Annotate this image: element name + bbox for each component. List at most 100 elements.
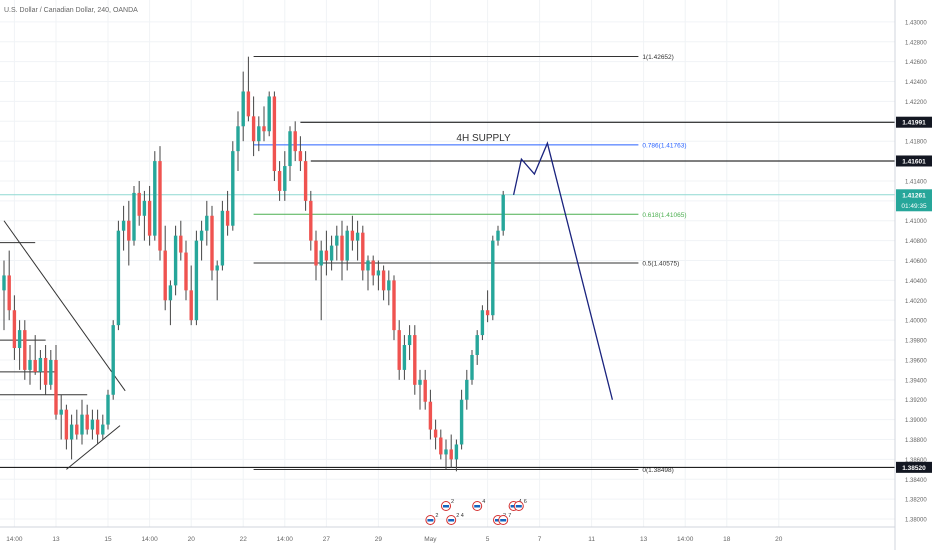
candle-body (205, 215, 209, 231)
fib-level-label: 0.618(1.41065) (642, 212, 686, 219)
candle-body (49, 359, 53, 385)
price-tick-label: 1.39400 (905, 378, 927, 384)
event-count: 2 (435, 513, 438, 519)
event-count: 4 (482, 499, 485, 505)
horizontal-levels[interactable] (0, 121, 895, 468)
event-flag: 2 (425, 513, 438, 525)
price-tick-label: 1.40000 (905, 319, 927, 325)
candle-body (158, 161, 162, 251)
price-tick-label: 1.41400 (905, 179, 927, 185)
candle-body (43, 357, 48, 385)
trendlines[interactable] (0, 220, 126, 470)
fibonacci-retracement[interactable]: 1(1.42652) 0.786(1.41763) 0.618(1.41065) 0.… (253, 54, 687, 474)
price-tick-label: 1.41000 (905, 219, 927, 225)
price-tick-label: 1.39000 (905, 418, 927, 424)
level-price-label-bg (896, 461, 932, 473)
event-count: 2 (451, 499, 454, 505)
candle-body (28, 359, 32, 370)
candle-body (153, 161, 157, 236)
annotation-4h-supply[interactable]: 4H SUPPLY (456, 133, 511, 144)
candle-body (59, 409, 63, 415)
time-tick-label: 18 (723, 536, 731, 543)
candle-body (163, 250, 167, 301)
time-tick-label: 29 (375, 536, 383, 543)
candle-body (454, 444, 459, 460)
candle-body (355, 232, 360, 241)
candle-body (257, 126, 261, 142)
time-tick-label: 20 (775, 536, 783, 543)
candle-body (350, 230, 355, 241)
projection-path[interactable] (512, 141, 614, 400)
level-price-label-bg (896, 155, 932, 167)
candle-body (423, 379, 427, 402)
candle-body (319, 250, 323, 266)
price-tick-label: 1.39600 (905, 358, 927, 364)
candle-body (33, 359, 37, 372)
candle-body (277, 171, 282, 191)
candle-body (309, 200, 313, 241)
candle-body (54, 359, 58, 415)
candle-body (168, 285, 173, 301)
time-tick-label: 14:00 (277, 536, 294, 543)
candle-body (236, 126, 240, 152)
candle-body (111, 325, 115, 395)
price-labels: 1.41991 1.41601 1.38520 1.41261 01:49:35 (896, 116, 932, 473)
candle-body (480, 310, 485, 336)
time-tick-label: 15 (104, 536, 112, 543)
price-tick-label: 1.40400 (905, 279, 927, 285)
economic-events[interactable]: 222 442476 (425, 499, 527, 525)
candle-body (80, 414, 84, 435)
candle-body (413, 335, 417, 385)
candle-body (121, 220, 126, 231)
candle-body (371, 260, 375, 276)
time-tick-label: 11 (588, 536, 595, 543)
trendline (3, 220, 126, 392)
time-axis[interactable]: 14:00 13 15 14:00 20 22 14:00 27 29 May 5 7 11 13 14:0… (0, 526, 895, 543)
event-flag: 4 (472, 499, 485, 511)
candle-body (12, 310, 17, 349)
time-tick-label: 7 (538, 536, 542, 543)
candle-body (303, 161, 308, 201)
candle-body (335, 235, 339, 246)
candle-body (501, 194, 505, 231)
candle-body (376, 270, 381, 276)
event-flag: 2 (441, 499, 454, 511)
candle-body (491, 240, 495, 316)
candle-body (345, 230, 349, 261)
candle-body (2, 275, 6, 291)
candle-body (64, 409, 69, 440)
candle-body (116, 230, 121, 326)
candle-body (324, 250, 329, 261)
price-tick-label: 1.42800 (905, 40, 927, 46)
candle-body (194, 240, 199, 321)
candle-body (241, 91, 245, 127)
candle-body (485, 310, 490, 316)
candle-body (428, 401, 433, 430)
level-price-label: 1.41991 (902, 120, 926, 127)
candle-body (231, 151, 235, 226)
flag-stripe (443, 505, 449, 508)
fib-level-label: 0.5(1.40575) (642, 261, 679, 268)
candle-body (283, 166, 287, 191)
candle-body (397, 330, 401, 370)
candle-body (142, 200, 147, 216)
candle-body (127, 220, 131, 241)
price-tick-label: 1.39200 (905, 398, 927, 404)
candle-body (69, 424, 74, 440)
candle-body (465, 379, 469, 400)
candle-body (314, 240, 318, 266)
candle-body (262, 126, 266, 132)
candle-body (85, 414, 89, 430)
current-price-label-bg (896, 189, 932, 212)
level-price-label: 1.41601 (902, 158, 926, 165)
flag-stripe (495, 519, 501, 522)
flag-stripe (500, 519, 507, 522)
current-price-label: 1.41261 (902, 192, 926, 199)
candle-body (402, 345, 407, 370)
time-tick-label: 20 (188, 536, 196, 543)
candle-body (17, 330, 22, 349)
candle-body (293, 131, 297, 152)
symbol-title: U.S. Dollar / Canadian Dollar, 240, OAND… (4, 7, 138, 14)
candle-body (147, 200, 152, 236)
